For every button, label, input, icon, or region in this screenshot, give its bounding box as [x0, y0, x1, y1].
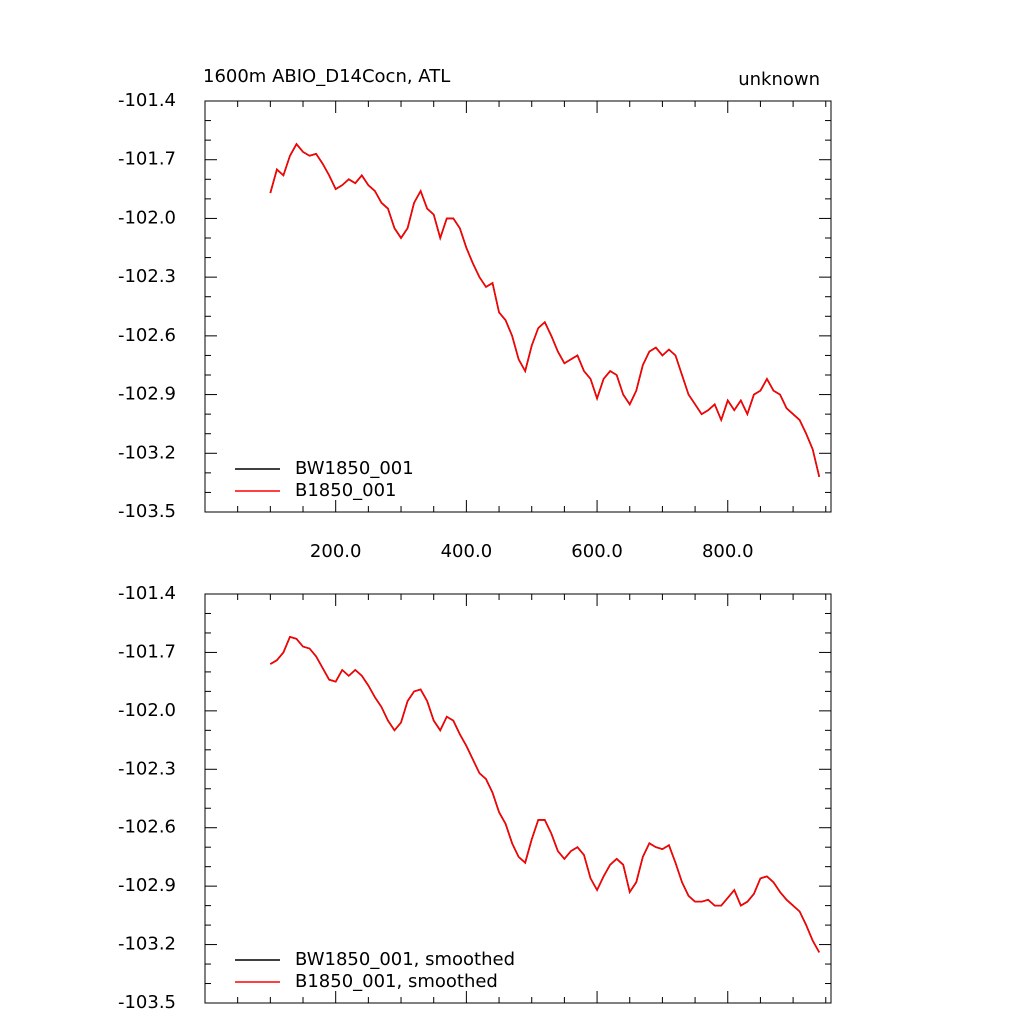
y-tick-label: -102.0: [118, 207, 176, 228]
plot-frame: [204, 593, 832, 1004]
y-tick-label: -103.5: [118, 992, 176, 1013]
series-line: [269, 635, 820, 953]
series-line: [269, 142, 821, 477]
y-tick-label: -101.7: [118, 641, 176, 662]
chart-title: 1600m ABIO_D14Cocn, ATL: [203, 66, 450, 87]
series-line: [269, 635, 820, 953]
x-tick-label: 200.0: [310, 541, 362, 562]
y-tick-label: -102.6: [118, 817, 176, 838]
x-tick-label: 400.0: [441, 541, 493, 562]
legend-label: BW1850_001, smoothed: [295, 949, 515, 970]
y-tick-label: -102.9: [118, 875, 176, 896]
series-line: [269, 142, 821, 477]
y-tick-label: -101.4: [118, 90, 176, 111]
y-tick-label: -103.2: [118, 442, 176, 463]
legend-label: BW1850_001: [295, 458, 414, 479]
y-tick-label: -101.4: [118, 583, 176, 604]
y-tick-label: -103.2: [118, 934, 176, 955]
y-tick-label: -102.3: [118, 758, 176, 779]
y-tick-label: -101.7: [118, 149, 176, 170]
legend-label: B1850_001, smoothed: [295, 971, 498, 992]
x-tick-label: 800.0: [702, 541, 754, 562]
x-tick-label: 600.0: [571, 541, 623, 562]
y-tick-label: -102.3: [118, 266, 176, 287]
y-tick-label: -102.6: [118, 325, 176, 346]
plot-frame: [204, 100, 832, 513]
y-tick-label: -102.0: [118, 700, 176, 721]
y-tick-label: -102.9: [118, 384, 176, 405]
chart-subtitle: unknown: [738, 69, 820, 90]
y-tick-label: -103.5: [118, 501, 176, 522]
legend-label: B1850_001: [295, 480, 397, 501]
